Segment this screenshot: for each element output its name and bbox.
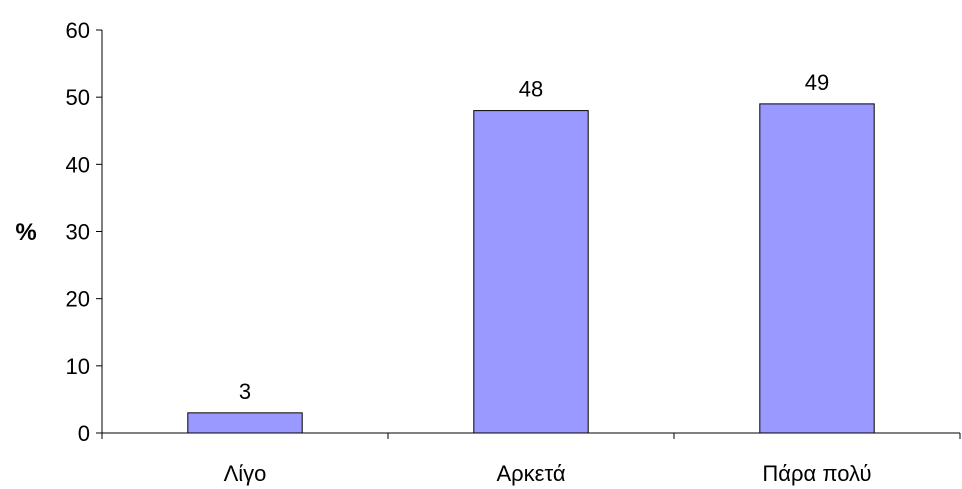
data-label: 3 [239, 379, 251, 404]
x-tick-label: Αρκετά [496, 461, 565, 486]
data-label: 49 [805, 70, 829, 95]
y-tick-label: 20 [66, 287, 90, 312]
y-tick-label: 30 [66, 220, 90, 245]
y-tick-label: 60 [66, 18, 90, 43]
y-axis-label: % [15, 219, 36, 246]
data-label: 48 [519, 77, 543, 102]
y-tick-label: 40 [66, 152, 90, 177]
plot-area: 0 10 20 30 40 50 60 3 Λίγο 48 Αρκετά 49 Πάρα πολύ [66, 18, 961, 486]
x-tick-label: Πάρα πολύ [762, 461, 871, 486]
bar [759, 103, 875, 434]
y-tick-label: 0 [78, 421, 90, 446]
x-tick-label: Λίγο [224, 461, 267, 486]
bar [473, 110, 589, 434]
y-tick-label: 50 [66, 85, 90, 110]
bar [187, 412, 303, 434]
y-tick-label: 10 [66, 354, 90, 379]
